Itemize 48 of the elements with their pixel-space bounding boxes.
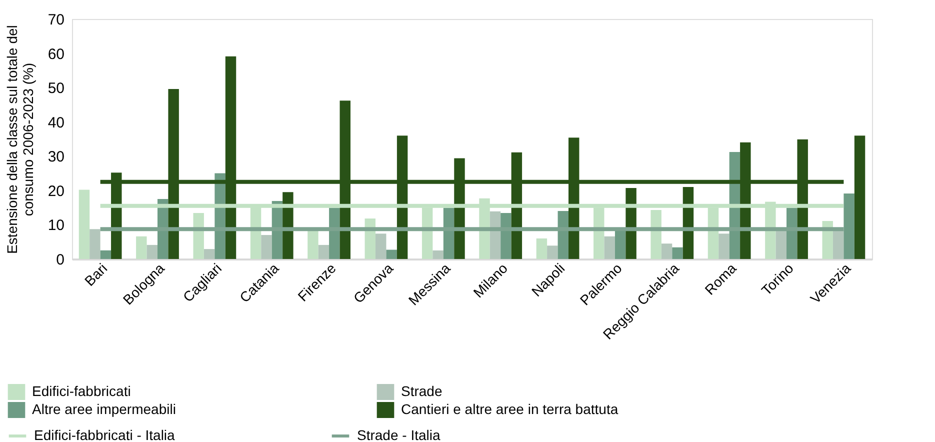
bar xyxy=(844,194,854,259)
bar xyxy=(261,235,272,259)
legend-label: Edifici-fabbricati - Italia xyxy=(34,427,176,442)
bar xyxy=(661,244,672,259)
bar xyxy=(204,249,215,259)
y-axis-title: Estensione della classe sul totale del consumo 2006-2023 (%) xyxy=(4,25,36,254)
bar xyxy=(443,208,454,259)
bar xyxy=(832,230,844,259)
legend-label: Altre aree impermeabili xyxy=(32,401,176,417)
legend-label: Cantieri e altre aree in terra battuta xyxy=(401,401,618,417)
bar xyxy=(90,229,100,259)
bar xyxy=(776,230,787,259)
bar xyxy=(329,208,340,259)
bar xyxy=(626,188,636,259)
y-tick-label: 40 xyxy=(48,114,64,132)
y-tick-label: 60 xyxy=(48,46,64,63)
bar xyxy=(604,236,615,259)
bar xyxy=(136,236,147,259)
y-tick-label: 0 xyxy=(56,252,64,268)
bar xyxy=(100,250,112,259)
bar xyxy=(308,230,318,259)
y-tick-label: 30 xyxy=(48,148,64,166)
bar xyxy=(376,234,386,259)
bar xyxy=(432,250,444,259)
y-tick-label: 10 xyxy=(48,217,64,234)
legend-label: Edifici-fabbricati xyxy=(32,383,131,399)
bar xyxy=(193,213,204,259)
bar xyxy=(854,136,866,259)
y-tick-label: 20 xyxy=(48,182,64,200)
bar xyxy=(718,234,730,259)
bar xyxy=(536,238,548,259)
x-tick-label: Bari xyxy=(81,260,110,290)
bar xyxy=(386,250,397,259)
y-tick-label: 70 xyxy=(48,12,64,28)
bar xyxy=(650,210,662,259)
bar xyxy=(547,246,558,259)
bar xyxy=(318,244,330,259)
y-tick-label: 50 xyxy=(48,80,64,98)
bar xyxy=(786,208,798,259)
bar xyxy=(558,211,568,259)
bar xyxy=(146,244,158,259)
bar xyxy=(500,213,512,259)
bar xyxy=(78,190,90,259)
legend-label: Strade - Italia xyxy=(357,427,440,442)
bar xyxy=(282,192,294,259)
bar xyxy=(614,230,626,259)
bar xyxy=(672,247,683,259)
legend-label: Strade xyxy=(401,383,442,399)
